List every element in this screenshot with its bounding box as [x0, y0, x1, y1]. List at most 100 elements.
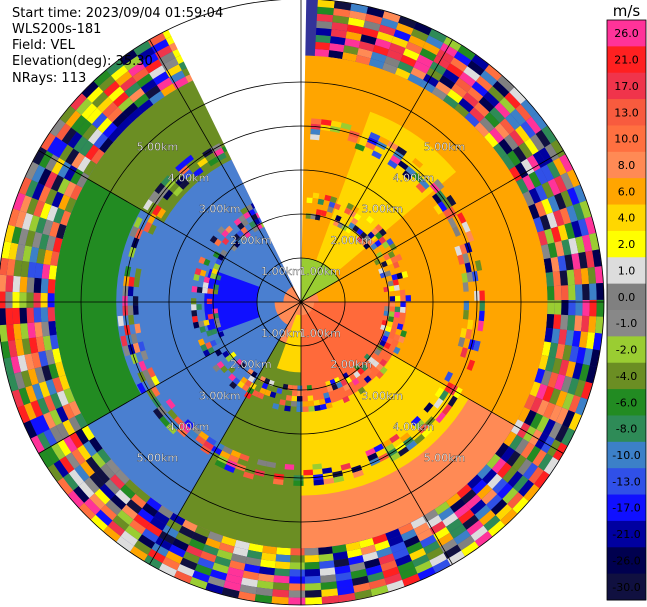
noise-cell	[99, 483, 116, 500]
noise-cell	[212, 364, 221, 373]
noise-cell	[234, 539, 250, 550]
noise-cell	[45, 154, 60, 172]
noise-cell	[362, 551, 379, 563]
noise-cell	[406, 440, 418, 451]
colorbar-tick-label: 6.0	[618, 185, 636, 198]
noise-cell	[257, 392, 265, 400]
noise-cell	[465, 494, 482, 510]
noise-cell	[296, 406, 303, 412]
noise-cell	[417, 566, 436, 581]
noise-cell	[198, 430, 210, 441]
noise-cell	[147, 32, 166, 47]
noise-cell	[367, 231, 375, 239]
noise-cell	[398, 335, 406, 344]
noise-cell	[559, 154, 574, 173]
noise-cell	[43, 395, 56, 412]
noise-cell	[302, 406, 309, 412]
noise-cell	[221, 229, 229, 238]
noise-cell	[367, 238, 375, 247]
noise-cell	[446, 63, 464, 78]
noise-cell	[388, 311, 395, 318]
noise-cell	[122, 345, 131, 357]
noise-cell	[81, 425, 95, 441]
noise-cell	[354, 143, 366, 152]
noise-cell	[253, 218, 261, 226]
noise-cell	[19, 276, 28, 293]
noise-cell	[492, 478, 508, 495]
noise-cell	[559, 270, 568, 286]
noise-cell	[514, 125, 530, 143]
noise-cell	[137, 508, 154, 523]
noise-cell	[6, 258, 16, 276]
noise-cell	[46, 205, 59, 222]
noise-cell	[272, 403, 280, 410]
noise-cell	[289, 576, 305, 584]
noise-cell	[535, 184, 548, 202]
noise-cell	[207, 288, 214, 294]
azimuth-spoke	[38, 150, 302, 303]
noise-cell	[248, 543, 264, 553]
noise-cell	[59, 144, 74, 162]
noise-cell	[520, 99, 537, 117]
noise-cell	[150, 386, 161, 397]
noise-cell	[318, 398, 326, 405]
noise-cell	[240, 577, 258, 588]
noise-cell	[129, 545, 148, 561]
noise-cell	[290, 555, 305, 563]
noise-cell	[509, 129, 525, 147]
noise-cell	[479, 290, 485, 301]
noise-cell	[191, 532, 208, 545]
noise-cell	[128, 314, 135, 325]
nrays-label: NRays: 113	[12, 71, 87, 86]
noise-cell	[395, 22, 414, 36]
noise-cell	[522, 174, 536, 191]
noise-cell	[230, 553, 247, 564]
noise-cell	[53, 460, 69, 478]
noise-cell	[557, 224, 569, 241]
noise-cell	[55, 123, 72, 141]
noise-cell	[343, 207, 352, 215]
noise-cell	[575, 397, 588, 416]
noise-cell	[241, 219, 249, 227]
noise-cell	[296, 396, 303, 402]
noise-cell	[305, 596, 323, 605]
noise-cell	[38, 449, 54, 468]
noise-cell	[148, 190, 159, 203]
noise-cell	[467, 86, 484, 102]
noise-cell	[433, 397, 444, 409]
noise-cell	[380, 260, 388, 268]
noise-cell	[566, 205, 578, 223]
noise-cell	[248, 220, 257, 228]
noise-cell	[169, 512, 186, 526]
noise-cell	[338, 592, 356, 603]
noise-cell	[449, 524, 467, 539]
noise-cell	[438, 507, 455, 521]
noise-cell	[442, 209, 453, 221]
noise-cell	[246, 368, 254, 376]
noise-cell	[207, 531, 224, 543]
noise-cell	[318, 546, 333, 555]
noise-cell	[542, 385, 555, 403]
noise-cell	[202, 282, 209, 289]
noise-cell	[129, 87, 145, 103]
noise-cell	[596, 282, 604, 300]
noise-cell	[440, 538, 458, 553]
noise-cell	[206, 298, 213, 304]
noise-cell	[566, 169, 581, 188]
noise-cell	[419, 79, 436, 94]
noise-cell	[317, 198, 325, 206]
noise-cell	[325, 402, 333, 409]
noise-cell	[83, 440, 98, 457]
noise-cell	[175, 161, 187, 172]
noise-cell	[588, 232, 600, 251]
colorbar-swatch	[607, 283, 646, 311]
colorbar-swatch	[607, 46, 646, 74]
noise-cell	[238, 214, 246, 223]
noise-cell	[343, 45, 359, 55]
noise-cell	[313, 479, 325, 486]
velocity-colorbar: m/s 26.0 21.0 17.0 13.0 10.0 8.0 6.0 4.0 2.0 1.0 0.…	[606, 2, 647, 601]
noise-cell	[405, 41, 423, 55]
noise-cell	[332, 551, 349, 561]
noise-cell	[102, 122, 118, 138]
